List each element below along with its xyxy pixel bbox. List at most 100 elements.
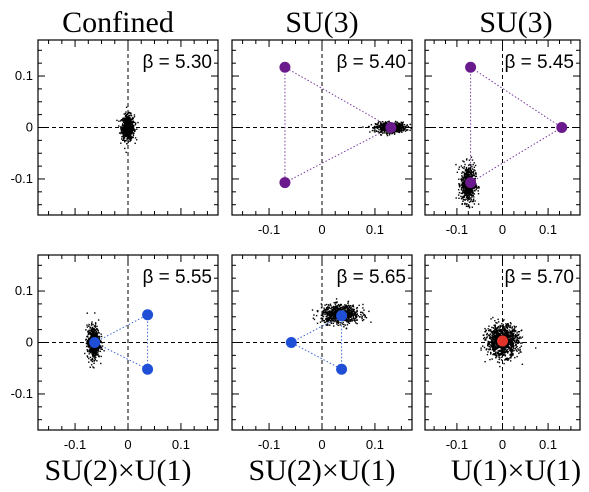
data-point: [327, 310, 329, 313]
beta-annotation: β = 5.30: [142, 52, 212, 73]
data-point: [327, 307, 329, 309]
data-point: [505, 345, 508, 347]
data-point: [518, 338, 520, 340]
data-point: [506, 346, 509, 348]
data-point: [123, 139, 125, 141]
data-point: [463, 180, 465, 182]
data-point: [460, 180, 463, 182]
data-point: [466, 176, 469, 178]
data-point: [488, 349, 490, 351]
data-point: [464, 190, 467, 192]
data-point: [347, 309, 349, 311]
data-point: [477, 190, 479, 192]
data-point: [493, 327, 495, 329]
data-point: [494, 328, 496, 331]
data-point: [458, 191, 461, 194]
data-point: [465, 175, 467, 178]
data-point: [507, 348, 509, 351]
data-point: [126, 134, 128, 136]
data-point: [125, 128, 127, 130]
data-point: [93, 329, 95, 332]
data-point: [466, 169, 468, 171]
data-point: [335, 314, 337, 316]
x-tick-label: 0: [124, 437, 131, 452]
data-point: [505, 334, 507, 336]
data-point: [510, 347, 512, 349]
data-point: [503, 325, 505, 328]
data-point: [382, 124, 384, 127]
data-point: [513, 332, 515, 335]
data-point: [347, 304, 350, 306]
data-point: [91, 326, 93, 329]
data-point: [472, 200, 474, 203]
data-point: [470, 188, 472, 191]
data-point: [518, 333, 520, 336]
data-point: [375, 123, 377, 125]
x-tick-label: 0.1: [366, 437, 384, 452]
data-point: [466, 175, 469, 177]
data-point: [127, 124, 129, 126]
data-point: [497, 350, 499, 352]
data-point: [335, 312, 337, 315]
data-point: [505, 323, 508, 326]
data-point: [473, 168, 475, 171]
data-point: [521, 336, 524, 338]
data-point: [474, 164, 477, 167]
data-point: [398, 123, 400, 125]
data-point: [89, 356, 92, 359]
data-point: [502, 349, 504, 351]
data-point: [133, 114, 136, 116]
data-point: [327, 317, 329, 319]
data-point: [485, 348, 488, 351]
data-point: [491, 349, 494, 351]
data-point: [128, 135, 131, 137]
data-point: [509, 326, 512, 329]
data-point: [135, 139, 138, 141]
data-point: [332, 312, 334, 315]
data-point: [471, 192, 473, 194]
data-point: [515, 339, 518, 341]
panel-6: U(1)×U(1) -0.1 0 0.1 β = 5.70: [424, 254, 581, 487]
data-point: [384, 121, 387, 123]
data-point: [347, 319, 349, 322]
data-point: [476, 186, 478, 188]
data-point: [326, 313, 329, 315]
data-point: [508, 341, 511, 344]
data-point: [125, 130, 127, 133]
data-point: [95, 356, 97, 359]
data-point: [514, 356, 516, 359]
data-point: [94, 322, 97, 324]
data-point: [120, 128, 123, 131]
data-point: [407, 125, 410, 128]
data-point: [466, 195, 468, 197]
data-point: [95, 332, 97, 334]
data-point: [463, 191, 465, 194]
data-point: [92, 334, 94, 337]
data-point: [88, 339, 90, 341]
data-point: [492, 338, 495, 341]
data-point: [503, 334, 506, 336]
data-point: [488, 335, 491, 337]
data-point: [343, 326, 345, 328]
data-point: [507, 343, 510, 346]
data-point: [398, 131, 401, 134]
data-point: [503, 333, 506, 335]
data-point: [127, 118, 129, 120]
data-point: [99, 350, 101, 353]
data-point: [469, 175, 472, 177]
data-point: [477, 203, 480, 205]
data-point: [473, 203, 476, 205]
vertex-marker: [142, 363, 154, 375]
data-point: [346, 313, 348, 316]
data-point: [470, 193, 473, 196]
data-point: [396, 127, 399, 129]
data-point: [474, 189, 476, 192]
data-point: [394, 120, 397, 123]
data-point: [328, 318, 331, 320]
data-point: [506, 333, 508, 335]
data-point: [329, 320, 332, 322]
data-point: [323, 321, 326, 324]
data-point: [338, 321, 340, 323]
data-point: [465, 196, 468, 199]
data-point: [85, 329, 87, 331]
